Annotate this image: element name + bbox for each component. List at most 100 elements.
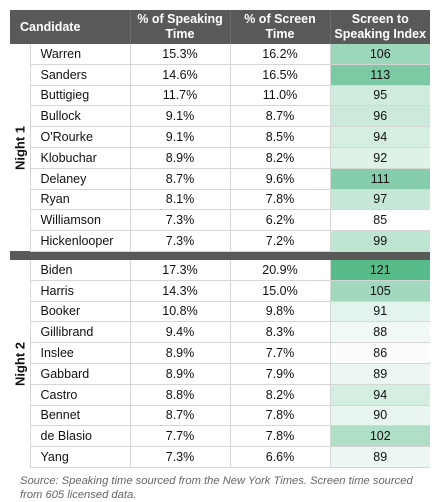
- speaking-time-value: 17.3%: [130, 259, 231, 281]
- speaking-time-value: 9.1%: [130, 126, 231, 148]
- table-row: Bennet 8.7% 7.8% 90: [10, 405, 430, 427]
- screen-time-value: 8.7%: [230, 105, 331, 128]
- screen-time-value: 6.2%: [230, 209, 331, 232]
- speaking-time-value: 8.9%: [130, 147, 231, 169]
- screen-time-value: 8.2%: [230, 384, 331, 406]
- table-row: Inslee 8.9% 7.7% 86: [10, 342, 430, 364]
- index-value: 94: [330, 384, 430, 406]
- candidate-name: Gillibrand: [30, 321, 131, 344]
- candidate-name: Hickenlooper: [30, 230, 131, 252]
- screen-time-value: 8.2%: [230, 147, 331, 169]
- speaking-time-value: 8.7%: [130, 168, 231, 190]
- index-value: 106: [330, 44, 430, 65]
- screen-time-value: 15.0%: [230, 280, 331, 302]
- candidate-name: Bennet: [30, 405, 131, 427]
- screen-time-value: 16.2%: [230, 44, 331, 65]
- table-row: Klobuchar 8.9% 8.2% 92: [10, 147, 430, 169]
- speaking-time-value: 8.9%: [130, 342, 231, 364]
- candidate-name: Harris: [30, 280, 131, 302]
- screen-time-value: 7.2%: [230, 230, 331, 252]
- header-speaking-time: % of Speaking Time: [130, 10, 231, 44]
- table-row: Yang 7.3% 6.6% 89: [10, 446, 430, 468]
- index-value: 97: [330, 189, 430, 211]
- speaking-time-value: 7.3%: [130, 446, 231, 468]
- screen-time-value: 7.8%: [230, 425, 331, 448]
- candidate-name: Yang: [30, 446, 131, 468]
- table-row: O'Rourke 9.1% 8.5% 94: [10, 126, 430, 148]
- screen-time-value: 8.5%: [230, 126, 331, 148]
- candidate-name: Booker: [30, 301, 131, 323]
- speaking-time-value: 7.3%: [130, 230, 231, 252]
- index-value: 86: [330, 342, 430, 364]
- table-row: Gillibrand 9.4% 8.3% 88: [10, 321, 430, 344]
- candidate-name: Sanders: [30, 64, 131, 86]
- candidate-name: Delaney: [30, 168, 131, 190]
- index-value: 102: [330, 425, 430, 448]
- index-value: 92: [330, 147, 430, 169]
- table-body: Night 1 Warren 15.3% 16.2% 106 Sanders 14.6% 16…: [10, 44, 430, 468]
- group-separator: [10, 251, 430, 260]
- table-container: Candidate % of Speaking Time % of Screen…: [10, 10, 430, 502]
- index-value: 111: [330, 168, 430, 190]
- index-value: 121: [330, 259, 430, 281]
- table-row: de Blasio 7.7% 7.8% 102: [10, 425, 430, 448]
- candidate-name: Inslee: [30, 342, 131, 364]
- index-value: 85: [330, 209, 430, 232]
- candidate-name: Klobuchar: [30, 147, 131, 169]
- speaking-time-value: 15.3%: [130, 44, 231, 65]
- source-note: Source: Speaking time sourced from the N…: [20, 474, 413, 501]
- index-value: 105: [330, 280, 430, 302]
- night-label-cell: Night 1: [10, 44, 31, 252]
- table-row: Gabbard 8.9% 7.9% 89: [10, 363, 430, 385]
- screen-time-value: 8.3%: [230, 321, 331, 344]
- speaking-time-value: 9.1%: [130, 105, 231, 128]
- header-screen-time: % of Screen Time: [230, 10, 331, 44]
- header-index: Screen to Speaking Index: [330, 10, 430, 44]
- speaking-time-value: 11.7%: [130, 85, 231, 107]
- table-row: Castro 8.8% 8.2% 94: [10, 384, 430, 406]
- index-value: 91: [330, 301, 430, 323]
- candidate-name: de Blasio: [30, 425, 131, 448]
- candidate-name: Buttigieg: [30, 85, 131, 107]
- table-row: Ryan 8.1% 7.8% 97: [10, 189, 430, 211]
- candidate-name: Warren: [30, 44, 131, 65]
- table-row: Williamson 7.3% 6.2% 85: [10, 209, 430, 232]
- header-candidate: Candidate: [10, 10, 131, 44]
- index-value: 89: [330, 446, 430, 468]
- speaking-time-value: 8.1%: [130, 189, 231, 211]
- table-row: Delaney 8.7% 9.6% 111: [10, 168, 430, 190]
- screen-time-value: 9.6%: [230, 168, 331, 190]
- table-row: Booker 10.8% 9.8% 91: [10, 301, 430, 323]
- speaking-time-table: Candidate % of Speaking Time % of Screen…: [10, 10, 430, 468]
- screen-time-value: 7.8%: [230, 405, 331, 427]
- candidate-name: Gabbard: [30, 363, 131, 385]
- candidate-name: Williamson: [30, 209, 131, 232]
- candidate-name: Biden: [30, 259, 131, 281]
- speaking-time-value: 14.6%: [130, 64, 231, 86]
- screen-time-value: 7.8%: [230, 189, 331, 211]
- table-row: Night 1 Warren 15.3% 16.2% 106: [10, 44, 430, 252]
- candidate-name: Castro: [30, 384, 131, 406]
- speaking-time-value: 8.7%: [130, 405, 231, 427]
- screen-time-value: 9.8%: [230, 301, 331, 323]
- candidate-name: Ryan: [30, 189, 131, 211]
- speaking-time-value: 9.4%: [130, 321, 231, 344]
- night-label: Night 2: [12, 341, 28, 386]
- screen-time-value: 11.0%: [230, 85, 331, 107]
- night-label-cell: Night 2: [10, 259, 31, 468]
- index-value: 95: [330, 85, 430, 107]
- screen-time-value: 7.7%: [230, 342, 331, 364]
- speaking-time-value: 8.8%: [130, 384, 231, 406]
- index-value: 89: [330, 363, 430, 385]
- screen-time-value: 6.6%: [230, 446, 331, 468]
- screen-time-value: 20.9%: [230, 259, 331, 281]
- speaking-time-value: 7.7%: [130, 425, 231, 448]
- separator-bar: [10, 251, 430, 260]
- speaking-time-value: 7.3%: [130, 209, 231, 232]
- table-row: Sanders 14.6% 16.5% 113: [10, 64, 430, 86]
- index-value: 99: [330, 230, 430, 252]
- index-value: 96: [330, 105, 430, 128]
- index-value: 90: [330, 405, 430, 427]
- screen-time-value: 7.9%: [230, 363, 331, 385]
- index-value: 113: [330, 64, 430, 86]
